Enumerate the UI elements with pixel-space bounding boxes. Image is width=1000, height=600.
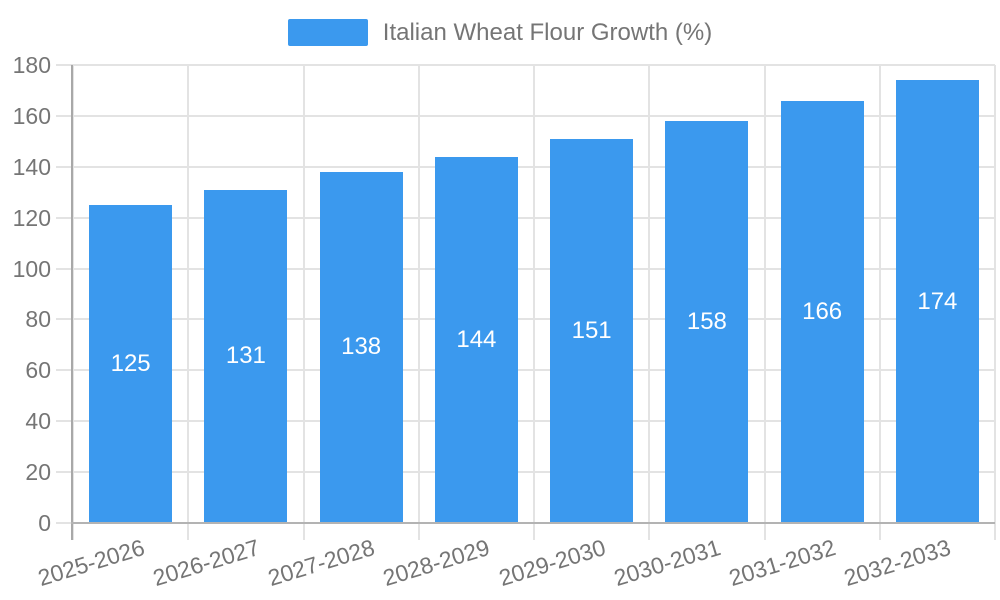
h-gridline — [56, 420, 995, 423]
bar[interactable] — [204, 189, 288, 523]
x-tick-label: 2028-2029 — [380, 534, 493, 592]
legend-swatch[interactable] — [287, 18, 368, 46]
bar-value-label: 125 — [110, 349, 151, 377]
h-gridline — [56, 267, 995, 270]
v-gridline — [878, 65, 881, 540]
bar[interactable] — [89, 204, 173, 523]
bar-value-label: 151 — [571, 316, 612, 344]
h-gridline — [56, 216, 995, 219]
h-gridline — [56, 114, 995, 117]
h-gridline — [56, 64, 995, 66]
legend: Italian Wheat Flour Growth (%) — [0, 10, 1000, 54]
h-gridline — [56, 369, 995, 372]
v-gridline — [417, 65, 420, 540]
y-tick-label: 80 — [25, 306, 51, 333]
y-tick-label: 140 — [12, 153, 51, 180]
v-gridline — [187, 65, 190, 540]
y-tick-label: 160 — [12, 102, 51, 129]
x-tick-label: 2030-2031 — [610, 534, 724, 592]
y-tick-label: 20 — [25, 459, 51, 486]
y-tick-label: 40 — [25, 408, 51, 435]
v-gridline — [72, 65, 74, 540]
bar[interactable] — [780, 100, 864, 523]
y-tick-label: 60 — [25, 357, 51, 384]
v-gridline — [994, 65, 996, 540]
bar-value-label: 144 — [456, 325, 497, 353]
h-gridline — [56, 318, 995, 321]
x-tick-label: 2029-2030 — [495, 534, 609, 592]
x-tick-label: 2032-2033 — [841, 534, 954, 592]
y-tick-label: 120 — [12, 204, 51, 231]
bar[interactable] — [550, 138, 634, 523]
v-gridline — [648, 65, 651, 540]
bar[interactable] — [319, 171, 403, 523]
bar-value-label: 131 — [225, 342, 266, 370]
legend-series-label: Italian Wheat Flour Growth (%) — [382, 18, 713, 46]
x-axis-line — [71, 522, 995, 524]
y-tick-label: 0 — [38, 510, 51, 536]
bar[interactable] — [434, 156, 518, 523]
bar[interactable] — [895, 80, 979, 523]
x-tick-label: 2025-2026 — [34, 534, 148, 592]
bar-value-label: 158 — [686, 307, 727, 335]
h-gridline — [56, 165, 995, 168]
h-gridline — [56, 471, 995, 474]
x-tick-label: 2027-2028 — [264, 534, 378, 592]
v-gridline — [302, 65, 305, 540]
v-gridline — [533, 65, 535, 540]
y-tick-label: 180 — [12, 52, 51, 78]
bar-value-label: 166 — [802, 297, 843, 325]
x-tick-label: 2031-2032 — [725, 534, 839, 592]
y-tick-label: 100 — [12, 255, 51, 282]
bar-value-label: 138 — [341, 333, 382, 361]
bar-value-label: 174 — [917, 287, 958, 315]
x-tick-label: 2026-2027 — [149, 534, 263, 592]
y-axis-line — [71, 65, 73, 540]
bar[interactable] — [665, 120, 749, 523]
v-gridline — [763, 65, 766, 540]
